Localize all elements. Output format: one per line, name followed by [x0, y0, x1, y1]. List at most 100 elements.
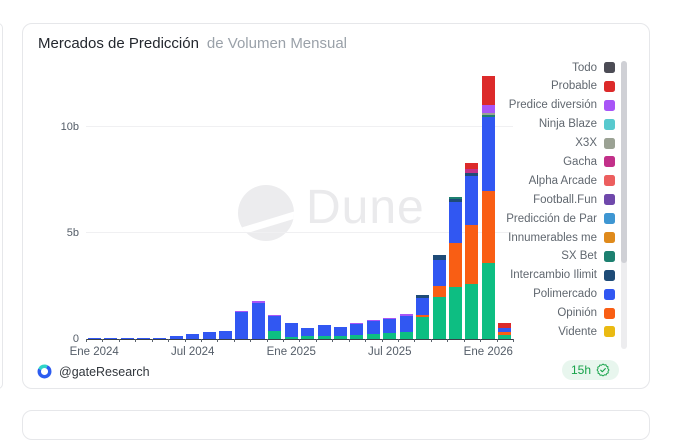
legend-swatch [604, 308, 615, 319]
legend-item-intercambio-ilimit[interactable]: Intercambio Ilimit [506, 269, 615, 282]
x-axis-tick-mark [201, 339, 202, 342]
bar-ene-2025[interactable] [285, 323, 298, 339]
bar-jul-2024[interactable] [186, 334, 199, 339]
bar-segment-violet [482, 105, 495, 113]
bar-segment-blue [268, 316, 281, 331]
bar-segment-green [268, 331, 281, 339]
bar-feb-2024[interactable] [104, 338, 117, 339]
bar-abr-2025[interactable] [334, 327, 347, 339]
legend-item-label: Probable [551, 80, 597, 92]
bar-dic-2025[interactable] [465, 163, 478, 339]
legend-item-label: Alpha Arcade [529, 175, 597, 187]
x-axis-tick-mark [102, 339, 103, 342]
bar-oct-2025[interactable] [433, 255, 446, 339]
legend-item-label: Intercambio Ilimit [510, 269, 597, 281]
bar-segment-green [301, 336, 314, 339]
x-axis-tick-mark [414, 339, 415, 342]
legend-item-todo[interactable]: Todo [506, 61, 615, 74]
legend-item-opini-n[interactable]: Opinión [506, 307, 615, 320]
legend-item-football-fun[interactable]: Football.Fun [506, 193, 615, 206]
bar-segment-blue [383, 319, 396, 333]
bar-segment-blue [400, 316, 413, 332]
x-axis-tick-mark [119, 339, 120, 342]
bar-segment-blue [88, 338, 101, 339]
bar-segment-blue [449, 202, 462, 242]
bar-sep-2024[interactable] [219, 331, 232, 339]
bar-dic-2024[interactable] [268, 315, 281, 339]
bar-jun-2025[interactable] [367, 320, 380, 339]
legend-scrollbar-thumb[interactable] [621, 61, 627, 263]
bar-segment-green [416, 317, 429, 339]
bar-segment-blue [482, 117, 495, 190]
x-axis-label: Jul 2025 [368, 346, 411, 358]
bar-ene-2026[interactable] [482, 76, 495, 339]
bar-feb-2025[interactable] [301, 328, 314, 339]
legend-item-gacha[interactable]: Gacha [506, 155, 615, 168]
bar-segment-green [318, 336, 331, 339]
bar-segment-blue [285, 323, 298, 337]
legend-swatch [604, 270, 615, 281]
bar-jun-2024[interactable] [170, 336, 183, 339]
bar-segment-blue [334, 327, 347, 336]
bar-segment-orange [433, 286, 446, 297]
bar-segment-blue [203, 332, 216, 339]
x-axis-tick-mark [513, 339, 514, 342]
legend-item-x3x[interactable]: X3X [506, 137, 615, 150]
legend-item-probable[interactable]: Probable [506, 80, 615, 93]
bar-mar-2025[interactable] [318, 325, 331, 339]
bar-sep-2025[interactable] [416, 295, 429, 339]
legend-item-alpha-arcade[interactable]: Alpha Arcade [506, 174, 615, 187]
bar-oct-2024[interactable] [235, 311, 248, 339]
bar-may-2024[interactable] [153, 338, 166, 339]
chart-title: Mercados de Predicción [38, 35, 199, 52]
legend-item-vidente[interactable]: Vidente [506, 325, 615, 338]
x-axis-tick-mark [135, 339, 136, 342]
legend-item-predice-diversi-n[interactable]: Predice diversión [506, 99, 615, 112]
bar-ago-2025[interactable] [400, 314, 413, 339]
x-axis-tick-mark [250, 339, 251, 342]
x-axis-tick-mark [480, 339, 481, 342]
bar-segment-orange [482, 191, 495, 263]
legend-scrollbar-track[interactable] [621, 61, 627, 349]
legend-swatch [604, 289, 615, 300]
bar-may-2025[interactable] [350, 323, 363, 339]
legend-item-label: Predicción de Par [506, 213, 597, 225]
legend-item-label: Polimercado [533, 288, 597, 300]
bar-nov-2024[interactable] [252, 301, 265, 339]
legend-item-polimercado[interactable]: Polimercado [506, 288, 615, 301]
legend-item-label: X3X [575, 137, 597, 149]
bar-nov-2025[interactable] [449, 197, 462, 339]
refresh-badge[interactable]: 15h [562, 360, 619, 380]
bar-segment-green [433, 297, 446, 339]
bar-mar-2024[interactable] [121, 338, 134, 339]
legend-swatch [604, 326, 615, 337]
x-axis-label: Ene 2025 [267, 346, 316, 358]
bar-segment-blue [153, 338, 166, 339]
bar-jul-2025[interactable] [383, 318, 396, 339]
x-axis-tick-mark [316, 339, 317, 342]
bar-segment-blue [318, 325, 331, 336]
bar-segment-blue [350, 324, 363, 335]
legend: Todo Probable Predice diversión Ninja Blaze… [506, 61, 615, 338]
legend-swatch [604, 62, 615, 73]
x-axis-tick-mark [152, 339, 153, 342]
y-axis-label: 5b [43, 227, 79, 239]
legend-item-innumerables-me[interactable]: Innumerables me [506, 231, 615, 244]
legend-item-ninja-blaze[interactable]: Ninja Blaze [506, 118, 615, 131]
x-axis-tick-mark [497, 339, 498, 342]
legend-swatch [604, 175, 615, 186]
bar-segment-green [449, 287, 462, 339]
legend-swatch [604, 119, 615, 130]
bar-segment-green [285, 337, 298, 339]
bar-ago-2024[interactable] [203, 332, 216, 339]
bar-ene-2024[interactable] [88, 338, 101, 339]
x-axis-tick-mark [283, 339, 284, 342]
bar-segment-blue [235, 312, 248, 339]
x-axis-tick-mark [217, 339, 218, 342]
bar-abr-2024[interactable] [137, 338, 150, 339]
legend-item-predicci-n-de-par[interactable]: Predicción de Par [506, 212, 615, 225]
legend-item-sx-bet[interactable]: SX Bet [506, 250, 615, 263]
x-axis-tick-mark [431, 339, 432, 342]
legend-swatch [604, 138, 615, 149]
gate-logo-icon [37, 364, 52, 379]
